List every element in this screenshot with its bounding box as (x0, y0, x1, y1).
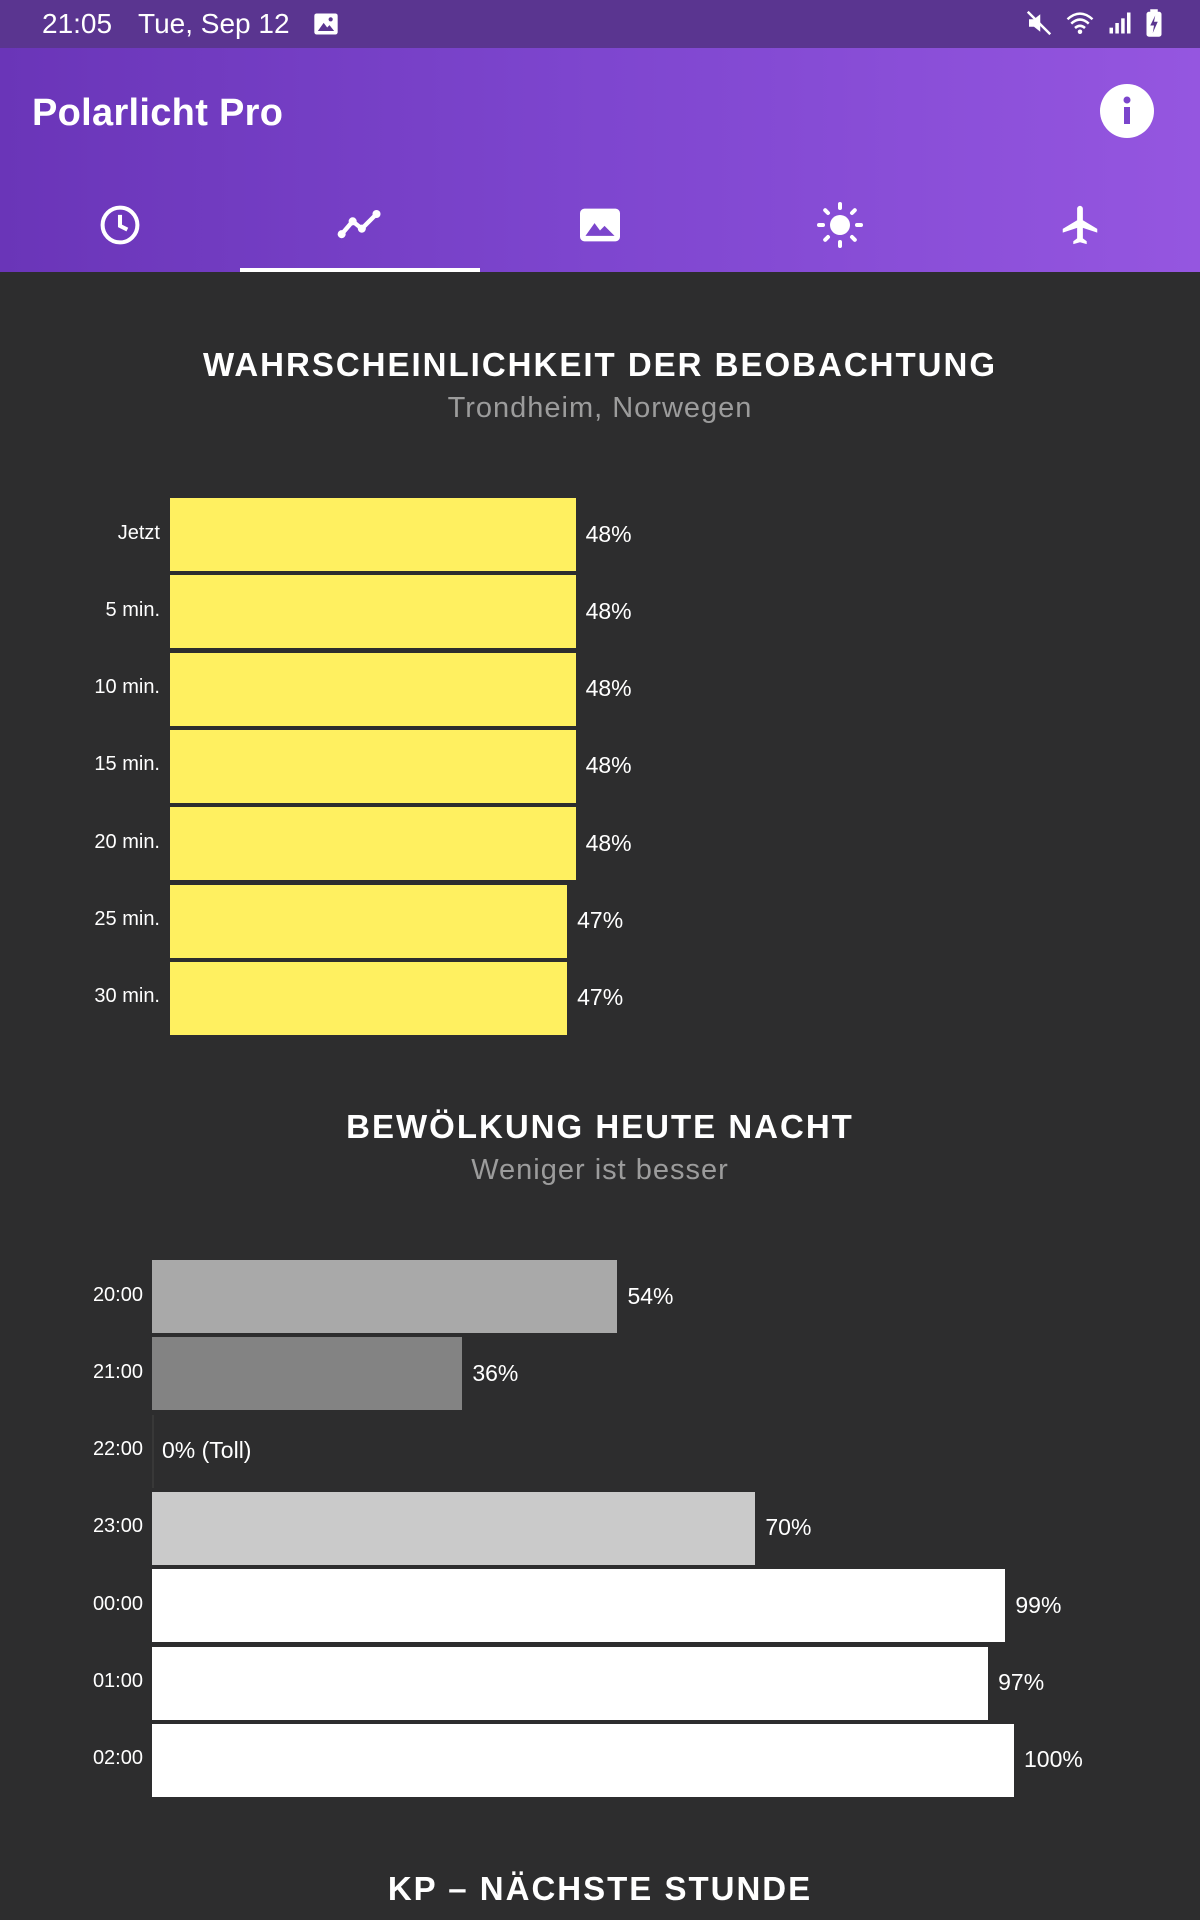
bar-value-label: 97% (998, 1669, 1045, 1695)
bar-label: 23:00 (92, 1515, 143, 1538)
bar (152, 1646, 989, 1720)
bar-label: 00:00 (92, 1592, 143, 1615)
bar (170, 884, 568, 958)
status-date: Tue, Sep 12 (138, 8, 290, 39)
clouds-title: BEWÖLKUNG HEUTE NACHT (346, 1108, 854, 1145)
bar (152, 1337, 463, 1411)
bar-label: 15 min. (94, 753, 160, 776)
bar (170, 961, 568, 1035)
bar-label: 30 min. (94, 985, 160, 1008)
bar-value-label: 48% (585, 520, 632, 547)
bar (170, 652, 576, 726)
bar (152, 1414, 154, 1488)
bar (152, 1723, 1014, 1797)
gallery-icon (312, 10, 340, 38)
wifi-icon (1064, 8, 1096, 38)
signal-icon (1106, 8, 1134, 38)
bar-label: 01:00 (92, 1670, 143, 1692)
airplane-icon (1062, 205, 1098, 245)
tab-airplane[interactable] (960, 178, 1200, 272)
tab-trend[interactable] (240, 178, 480, 272)
mute-icon (1024, 8, 1054, 38)
clock-icon (100, 205, 140, 245)
bar-label: 5 min. (105, 598, 160, 621)
tab-bar (0, 178, 1200, 272)
bar-value-label: 70% (765, 1514, 812, 1541)
bar (152, 1260, 618, 1333)
bar-value-label: 100% (1024, 1746, 1083, 1773)
bar-value-label: 48% (585, 597, 632, 624)
battery-charging-icon (1144, 8, 1164, 38)
bar-value-label: 99% (1015, 1591, 1062, 1618)
bar (170, 575, 576, 649)
bar-label: 10 min. (94, 676, 160, 699)
bar (152, 1491, 756, 1565)
info-button[interactable] (1100, 84, 1154, 138)
bar-value-label: 47% (577, 907, 624, 933)
probability-subtitle: Trondheim, Norwegen (447, 392, 753, 424)
bar-value-label: 0% (Toll) (162, 1437, 252, 1464)
bar-label: 20 min. (94, 830, 160, 853)
status-bar: 21:05 Tue, Sep 12 (0, 0, 1200, 48)
bar-value-label: 47% (577, 984, 624, 1011)
tab-image[interactable] (480, 178, 720, 272)
app-title: Polarlicht Pro (32, 92, 284, 134)
bar-label: 22:00 (92, 1438, 143, 1461)
sun-icon (817, 202, 863, 248)
bar-value-label: 48% (585, 829, 632, 856)
tab-clock[interactable] (0, 178, 240, 272)
bar-label: 21:00 (92, 1360, 143, 1383)
info-icon (1123, 96, 1131, 124)
bar-value-label: 48% (585, 752, 632, 779)
bar-label: 25 min. (94, 908, 160, 930)
app-bar: Polarlicht Pro (0, 48, 1200, 272)
clouds-subtitle: Weniger ist besser (471, 1154, 729, 1186)
bar (170, 729, 576, 803)
bar-label: 02:00 (92, 1747, 143, 1770)
bar-label: 20:00 (92, 1283, 143, 1306)
bar (152, 1569, 1006, 1643)
bar (170, 498, 576, 571)
status-time: 21:05 (42, 8, 113, 39)
bar-label: Jetzt (117, 521, 160, 544)
bar-value-label: 54% (627, 1282, 674, 1309)
tab-sun[interactable] (720, 178, 960, 272)
bar-value-label: 48% (585, 675, 632, 702)
probability-title: WAHRSCHEINLICHKEIT DER BEOBACHTUNG (203, 346, 997, 383)
trend-line-icon (337, 209, 381, 239)
bar (170, 807, 576, 881)
kp-title: KP – NÄCHSTE STUNDE (387, 1870, 813, 1907)
image-icon (580, 208, 620, 242)
bar-value-label: 36% (472, 1359, 519, 1386)
